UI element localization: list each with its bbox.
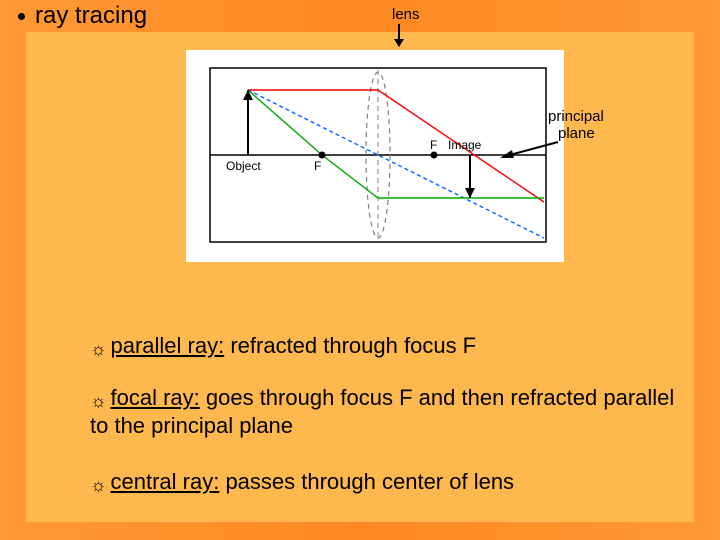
slide-title: ray tracing <box>18 2 147 30</box>
title-text: ray tracing <box>35 2 147 30</box>
sun-bullet-icon: ☼ <box>90 474 107 497</box>
central-ray-text: ☼central ray: passes through center of l… <box>90 468 690 496</box>
parallel-ray-text: ☼parallel ray: refracted through focus F <box>90 332 690 360</box>
sun-bullet-icon: ☼ <box>90 338 107 361</box>
focal-ray-text: ☼focal ray: goes through focus F and the… <box>90 384 690 439</box>
lens-arrow-icon <box>398 24 400 46</box>
pp-line1: principal <box>548 108 604 125</box>
sun-bullet-icon: ☼ <box>90 390 107 413</box>
parallel-rest: refracted through focus F <box>224 333 476 358</box>
svg-text:Object: Object <box>226 159 261 173</box>
central-rest: passes through center of lens <box>219 469 514 494</box>
principal-plane-arrow-icon <box>500 140 560 160</box>
focal-term: focal ray: <box>111 385 200 410</box>
svg-text:F: F <box>314 159 321 173</box>
bullet-icon <box>18 13 25 20</box>
central-term: central ray: <box>111 469 220 494</box>
svg-text:F: F <box>430 138 437 152</box>
lens-label: lens <box>392 6 420 23</box>
parallel-term: parallel ray: <box>111 333 225 358</box>
principal-plane-label: principal plane <box>548 108 604 143</box>
svg-text:Image: Image <box>448 138 482 152</box>
